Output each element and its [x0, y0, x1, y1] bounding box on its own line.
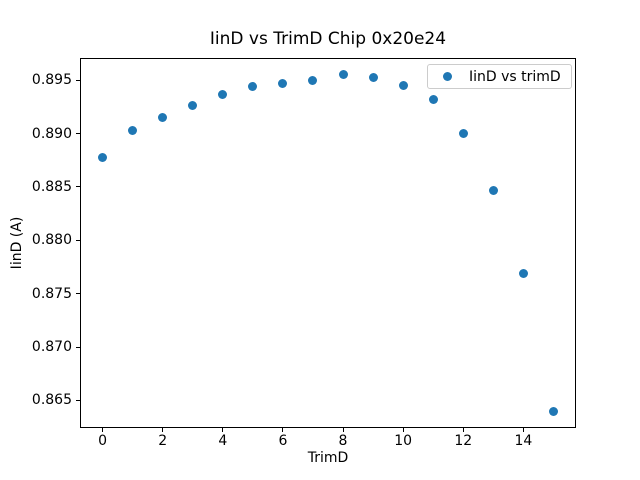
- data-point: [368, 72, 378, 82]
- x-tick-label: 14: [514, 433, 533, 449]
- data-point: [248, 82, 258, 92]
- y-tick: [76, 293, 80, 295]
- y-tick-label: 0.885: [31, 178, 72, 195]
- x-tick: [402, 428, 404, 432]
- x-tick: [522, 428, 524, 432]
- plot-area: [80, 58, 576, 428]
- x-tick-label: 2: [158, 433, 168, 449]
- x-tick-label: 8: [338, 433, 348, 449]
- y-tick-label: 0.890: [31, 125, 72, 142]
- legend: IinD vs trimD: [427, 64, 572, 89]
- y-tick-label: 0.895: [31, 72, 72, 89]
- x-tick-label: 0: [98, 433, 107, 449]
- x-axis-label: TrimD: [307, 450, 349, 466]
- data-point: [518, 268, 528, 278]
- y-tick: [76, 79, 80, 81]
- y-tick-label: 0.865: [31, 392, 72, 409]
- y-tick-label: 0.875: [31, 285, 72, 302]
- y-tick-label: 0.880: [31, 232, 72, 249]
- y-tick: [76, 239, 80, 241]
- x-tick: [462, 428, 464, 432]
- x-tick-label: 4: [218, 433, 228, 449]
- x-tick: [162, 428, 164, 432]
- chart-title: IinD vs TrimD Chip 0x20e24: [209, 29, 447, 49]
- x-tick: [222, 428, 224, 432]
- data-point: [338, 70, 348, 80]
- scatter-marker-icon: [443, 72, 452, 81]
- legend-label: IinD vs trimD: [469, 68, 561, 85]
- y-tick: [76, 133, 80, 135]
- y-tick: [76, 186, 80, 188]
- y-tick: [76, 399, 80, 401]
- y-tick: [76, 346, 80, 348]
- data-point: [188, 101, 198, 111]
- data-point: [548, 406, 558, 416]
- data-point: [428, 94, 438, 104]
- x-tick-label: 10: [394, 433, 413, 449]
- data-point: [488, 185, 498, 195]
- data-point: [98, 152, 108, 162]
- data-point: [218, 89, 228, 99]
- data-point: [458, 129, 468, 139]
- data-point: [278, 78, 288, 88]
- x-tick-label: 6: [278, 433, 288, 449]
- y-axis-label: IinD (A): [9, 216, 25, 270]
- y-tick-label: 0.870: [31, 339, 72, 356]
- x-tick: [342, 428, 344, 432]
- data-point: [158, 113, 168, 123]
- data-point: [398, 81, 408, 91]
- x-tick-label: 12: [454, 433, 473, 449]
- x-tick: [282, 428, 284, 432]
- data-point: [128, 125, 138, 135]
- x-tick: [102, 428, 104, 432]
- data-point: [308, 75, 318, 85]
